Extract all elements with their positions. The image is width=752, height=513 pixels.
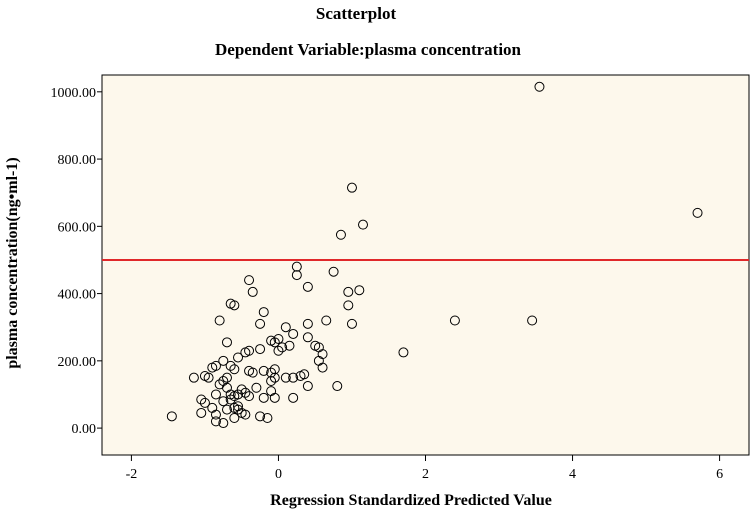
scatter-point — [302, 281, 313, 292]
scatter-point — [449, 315, 460, 326]
scatter-point — [258, 392, 269, 403]
scatter-point — [244, 345, 255, 356]
scatter-point — [247, 367, 258, 378]
scatter-point — [229, 364, 240, 375]
scatter-point — [218, 355, 229, 366]
x-axis-label: Regression Standardized Predicted Value — [270, 492, 552, 509]
y-tick-label: 600.00 — [58, 220, 97, 235]
scatter-point — [302, 332, 313, 343]
scatter-point — [288, 392, 299, 403]
scatter-point — [317, 362, 328, 373]
scatter-point — [321, 315, 332, 326]
scatter-point — [346, 318, 357, 329]
x-axis: -2 0 2 4 6 — [126, 455, 723, 482]
scatter-point — [166, 411, 177, 422]
scatter-point — [534, 81, 545, 92]
x-tick-label: 0 — [275, 467, 282, 482]
x-tick-label: -2 — [126, 467, 138, 482]
scatter-point — [302, 318, 313, 329]
scatter-point — [236, 384, 247, 395]
scatter-point — [262, 413, 273, 424]
scatter-point — [258, 365, 269, 376]
scatter-point — [288, 372, 299, 383]
scatter-point — [210, 416, 221, 427]
scatter-point — [266, 367, 277, 378]
scatter-point — [203, 372, 214, 383]
scatter-point — [266, 335, 277, 346]
scatter-point — [229, 413, 240, 424]
scatter-point — [233, 401, 244, 412]
scatter-point — [251, 382, 262, 393]
scatter-point — [210, 389, 221, 400]
scatter-point — [233, 404, 244, 415]
scatter-point — [225, 360, 236, 371]
scatter-point — [240, 387, 251, 398]
scatter-point — [692, 207, 703, 218]
scatter-point — [214, 315, 225, 326]
scatter-point — [346, 182, 357, 193]
scatter-point — [255, 344, 266, 355]
scatter-point — [221, 372, 232, 383]
scatter-point — [258, 307, 269, 318]
scatter-point — [332, 381, 343, 392]
scatter-point — [269, 392, 280, 403]
scatter-point — [233, 352, 244, 363]
scatter-point — [225, 389, 236, 400]
y-tick-label: 200.00 — [58, 355, 97, 370]
scatter-point — [273, 345, 284, 356]
scatter-point — [188, 372, 199, 383]
scatter-point — [210, 409, 221, 420]
scatter-point — [280, 322, 291, 333]
scatter-point — [269, 372, 280, 383]
scatter-point — [196, 407, 207, 418]
scatter-point — [527, 315, 538, 326]
scatter-point — [218, 418, 229, 429]
scatter-point — [244, 275, 255, 286]
y-tick-label: 800.00 — [58, 153, 97, 168]
scatter-point — [343, 300, 354, 311]
scatter-point — [273, 333, 284, 344]
scatter-point — [255, 318, 266, 329]
x-tick-label: 4 — [569, 467, 576, 482]
scatter-point — [291, 261, 302, 272]
data-points — [166, 81, 703, 429]
plot-area — [101, 74, 750, 456]
scatter-point — [358, 219, 369, 230]
y-axis-label: plasma concentration(ng•ml-1) — [4, 157, 21, 368]
x-tick-label: 2 — [422, 467, 429, 482]
scatter-point — [207, 362, 218, 373]
chart-subtitle: Dependent Variable:plasma concentration — [215, 40, 522, 59]
scatter-point — [335, 229, 346, 240]
y-tick-label: 1000.00 — [51, 86, 97, 101]
scatter-point — [328, 266, 339, 277]
y-axis: 0.00 200.00 400.00 600.00 800.00 1000.00 — [51, 86, 102, 437]
scatter-point — [221, 337, 232, 348]
scatter-point — [302, 381, 313, 392]
scatter-point — [225, 394, 236, 405]
y-tick-label: 0.00 — [72, 422, 97, 437]
scatter-point — [280, 372, 291, 383]
scatter-point — [229, 300, 240, 311]
scatter-point — [199, 397, 210, 408]
scatter-point — [218, 396, 229, 407]
scatter-point — [398, 347, 409, 358]
y-tick-label: 400.00 — [58, 288, 97, 303]
scatter-point — [247, 286, 258, 297]
scatter-point — [295, 370, 306, 381]
scatter-point — [255, 411, 266, 422]
chart-title: Scatterplot — [316, 4, 397, 23]
x-tick-label: 6 — [716, 467, 723, 482]
scatter-point — [221, 404, 232, 415]
scatter-point — [354, 285, 365, 296]
scatter-point — [291, 270, 302, 281]
scatter-point — [288, 328, 299, 339]
scatter-point — [266, 376, 277, 387]
scatter-point — [343, 286, 354, 297]
scatter-point — [284, 340, 295, 351]
scatter-point — [244, 391, 255, 402]
scatter-point — [196, 394, 207, 405]
scatter-point — [269, 364, 280, 375]
scatter-point — [277, 342, 288, 353]
